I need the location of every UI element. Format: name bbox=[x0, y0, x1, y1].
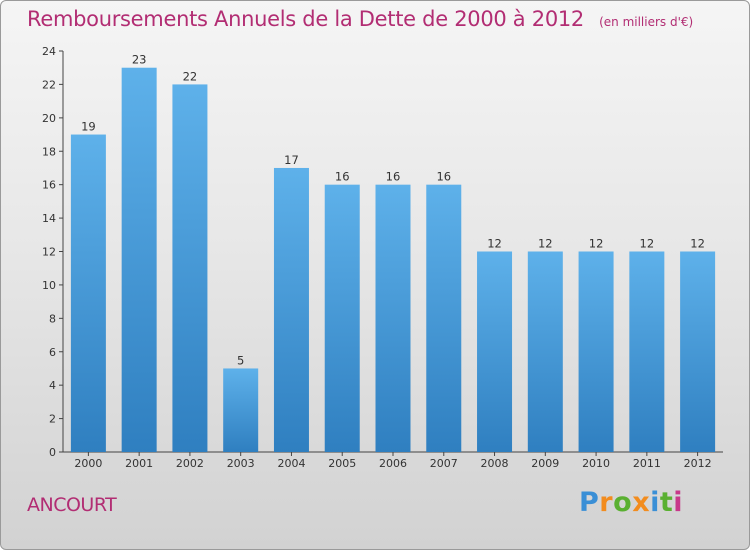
bar bbox=[70, 134, 106, 452]
data-label: 19 bbox=[81, 120, 96, 134]
x-tick-label: 2008 bbox=[481, 457, 509, 470]
y-tick-label: 20 bbox=[42, 112, 56, 125]
x-tick-label: 2002 bbox=[176, 457, 204, 470]
chart-title: Remboursements Annuels de la Dette de 20… bbox=[27, 7, 584, 31]
y-tick-label: 12 bbox=[42, 246, 56, 259]
x-tick-label: 2011 bbox=[633, 457, 661, 470]
logo-letter: P bbox=[579, 487, 600, 518]
logo-letter: x bbox=[632, 487, 651, 518]
data-label: 16 bbox=[436, 170, 451, 184]
title-row: Remboursements Annuels de la Dette de 20… bbox=[27, 7, 693, 31]
bar bbox=[426, 184, 462, 452]
x-tick-label: 2009 bbox=[531, 457, 559, 470]
y-tick-label: 14 bbox=[42, 212, 56, 225]
bar bbox=[375, 184, 411, 452]
y-tick-label: 6 bbox=[49, 346, 56, 359]
logo-letter: i bbox=[673, 487, 684, 518]
data-label: 16 bbox=[386, 170, 401, 184]
y-tick-label: 0 bbox=[49, 446, 56, 459]
bar bbox=[172, 84, 208, 453]
logo-letter: t bbox=[659, 487, 674, 518]
data-label: 16 bbox=[335, 170, 350, 184]
bar bbox=[477, 251, 513, 452]
bar bbox=[629, 251, 665, 452]
bar bbox=[273, 167, 309, 453]
y-tick-label: 10 bbox=[42, 279, 56, 292]
bar bbox=[121, 67, 157, 452]
commune-name: ANCOURT bbox=[27, 494, 117, 516]
bar bbox=[223, 368, 259, 452]
data-label: 17 bbox=[284, 153, 299, 167]
y-tick-label: 22 bbox=[42, 78, 56, 91]
bar bbox=[527, 251, 563, 452]
data-label: 23 bbox=[132, 53, 147, 67]
x-tick-label: 2001 bbox=[125, 457, 153, 470]
y-tick-label: 18 bbox=[42, 145, 56, 158]
data-label: 12 bbox=[538, 237, 553, 251]
x-tick-label: 2005 bbox=[328, 457, 356, 470]
y-tick-label: 2 bbox=[49, 413, 56, 426]
chart-unit: (en milliers d'€) bbox=[599, 15, 694, 29]
data-label: 5 bbox=[237, 353, 244, 367]
x-tick-label: 2004 bbox=[277, 457, 305, 470]
data-label: 12 bbox=[589, 237, 604, 251]
data-label: 12 bbox=[640, 237, 655, 251]
y-tick-label: 4 bbox=[49, 379, 56, 392]
x-tick-label: 2010 bbox=[582, 457, 610, 470]
bar bbox=[578, 251, 614, 452]
y-tick-label: 24 bbox=[42, 45, 56, 58]
x-tick-label: 2003 bbox=[227, 457, 255, 470]
data-label: 12 bbox=[487, 237, 502, 251]
data-label: 12 bbox=[690, 237, 705, 251]
bar bbox=[324, 184, 360, 452]
y-tick-label: 16 bbox=[42, 179, 56, 192]
logo-letter: i bbox=[650, 487, 660, 518]
bar bbox=[680, 251, 716, 452]
proxiti-logo[interactable]: Proxiti bbox=[579, 487, 683, 518]
x-tick-label: 2007 bbox=[430, 457, 458, 470]
logo-letter: o bbox=[613, 487, 633, 518]
data-label: 22 bbox=[183, 69, 198, 83]
x-tick-label: 2000 bbox=[74, 457, 102, 470]
logo-letter: r bbox=[599, 487, 614, 518]
x-tick-label: 2012 bbox=[684, 457, 712, 470]
x-tick-label: 2006 bbox=[379, 457, 407, 470]
y-tick-label: 8 bbox=[49, 312, 56, 325]
